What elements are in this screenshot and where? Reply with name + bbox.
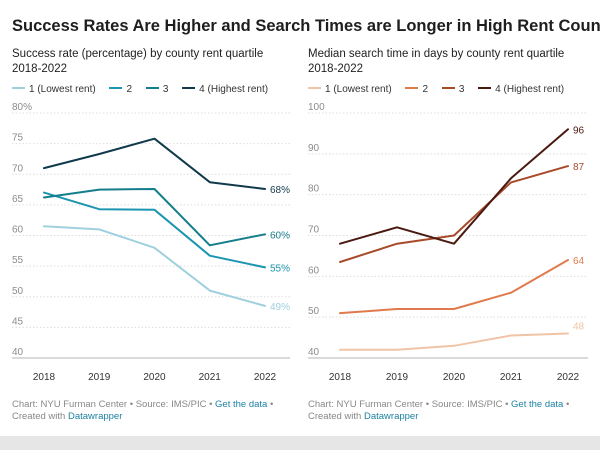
y-tick-label: 80% <box>12 102 32 113</box>
series-line <box>43 137 266 190</box>
y-tick-label: 50 <box>12 286 24 297</box>
y-tick-label: 55 <box>12 255 24 266</box>
y-tick-label: 80 <box>308 184 320 195</box>
legend-item: 2 <box>109 84 132 95</box>
legend-item: 1 (Lowest rent) <box>308 84 392 95</box>
end-label: 96 <box>573 125 585 136</box>
legend-item: 2 <box>405 84 428 95</box>
y-tick-label: 45 <box>12 316 24 327</box>
series-line <box>43 191 266 269</box>
legend-item: 1 (Lowest rent) <box>12 84 96 95</box>
footer-middle: • Created with <box>12 399 274 422</box>
legend: 1 (Lowest rent) 2 3 4 (Highest rent) <box>308 84 598 95</box>
series-line <box>339 165 569 263</box>
y-tick-label: 40 <box>12 347 24 358</box>
end-label: 68% <box>270 185 290 196</box>
end-label: 60% <box>270 230 290 241</box>
legend-item: 3 <box>441 84 465 95</box>
legend-item: 3 <box>145 84 169 95</box>
x-tick-label: 2021 <box>199 372 222 383</box>
footer-prefix: Chart: NYU Furman Center • Source: IMS/P… <box>12 399 216 410</box>
legend-label: 4 (Highest rent) <box>199 84 269 95</box>
legend-swatch <box>308 87 321 90</box>
x-tick-label: 2018 <box>329 372 352 383</box>
x-tick-label: 2022 <box>254 372 277 383</box>
footer-prefix: Chart: NYU Furman Center • Source: IMS/P… <box>308 399 512 410</box>
legend-swatch <box>441 87 455 90</box>
success-rate-chart: 40 45 50 55 60 65 70 75 80% 2018 2019 2020 2021 2022 4… <box>12 102 290 383</box>
datawrapper-link[interactable]: Datawrapper <box>67 411 123 422</box>
search-time-panel: Median search time in days by county ren… <box>308 0 588 436</box>
chart-footer: Chart: NYU Furman Center • Source: IMS/P… <box>12 399 302 423</box>
main-title: Success Rates Are Higher and Search Time… <box>12 17 600 35</box>
legend-label: 1 (Lowest rent) <box>29 84 96 95</box>
y-tick-label: 65 <box>12 194 24 205</box>
end-label: 49% <box>270 302 290 313</box>
x-tick-label: 2022 <box>557 372 580 383</box>
series-line <box>43 188 266 247</box>
chart-subtitle: Success rate (percentage) by county rent… <box>12 48 264 75</box>
x-tick-label: 2019 <box>88 372 111 383</box>
series-line <box>339 332 569 351</box>
footer-middle: • Created with <box>308 399 570 422</box>
y-tick-label: 70 <box>12 163 24 174</box>
x-tick-label: 2020 <box>443 372 466 383</box>
y-tick-label: 90 <box>308 143 320 154</box>
legend-label: 1 (Lowest rent) <box>325 84 392 95</box>
y-tick-label: 60 <box>308 265 320 276</box>
x-tick-label: 2018 <box>33 372 56 383</box>
end-label: 55% <box>270 263 290 274</box>
end-label: 87 <box>573 162 585 173</box>
x-tick-label: 2021 <box>500 372 523 383</box>
end-label: 64 <box>573 256 585 267</box>
series-line <box>43 225 266 307</box>
legend-swatch <box>182 87 196 90</box>
legend-item: 4 (Highest rent) <box>478 84 564 95</box>
chart-card: Success Rates Are Higher and Search Time… <box>0 0 600 436</box>
get-data-link[interactable]: Get the data <box>511 399 564 410</box>
legend-item: 4 (Highest rent) <box>182 84 268 95</box>
legend-label: 2 <box>126 84 133 95</box>
chart-footer: Chart: NYU Furman Center • Source: IMS/P… <box>308 399 598 423</box>
legend-swatch <box>109 87 123 90</box>
legend-label: 4 (Highest rent) <box>495 84 565 95</box>
legend-label: 3 <box>458 84 465 95</box>
y-tick-label: 75 <box>12 133 24 144</box>
datawrapper-link[interactable]: Datawrapper <box>363 411 419 422</box>
legend-swatch <box>12 87 25 90</box>
y-tick-label: 70 <box>308 225 320 236</box>
x-tick-label: 2019 <box>386 372 409 383</box>
x-tick-label: 2020 <box>143 372 166 383</box>
legend-label: 3 <box>162 84 169 95</box>
get-data-link[interactable]: Get the data <box>215 399 268 410</box>
series-line <box>339 259 569 315</box>
legend: 1 (Lowest rent) 2 3 4 (Highest rent) <box>12 84 302 95</box>
legend-swatch <box>145 87 159 90</box>
y-tick-label: 50 <box>308 306 320 317</box>
chart-subtitle: Median search time in days by county ren… <box>308 48 565 75</box>
series-line <box>339 128 569 245</box>
success-rate-panel: Success rate (percentage) by county rent… <box>12 0 292 436</box>
legend-label: 2 <box>422 84 429 95</box>
legend-swatch <box>478 87 492 90</box>
search-time-chart: 40 50 60 70 80 90 100 2018 2019 2020 2021 2022 48 64 8… <box>308 102 588 383</box>
y-tick-label: 100 <box>308 102 325 113</box>
end-label: 48 <box>573 322 585 333</box>
y-tick-label: 60 <box>12 225 24 236</box>
legend-swatch <box>405 87 419 90</box>
y-tick-label: 40 <box>308 347 320 358</box>
